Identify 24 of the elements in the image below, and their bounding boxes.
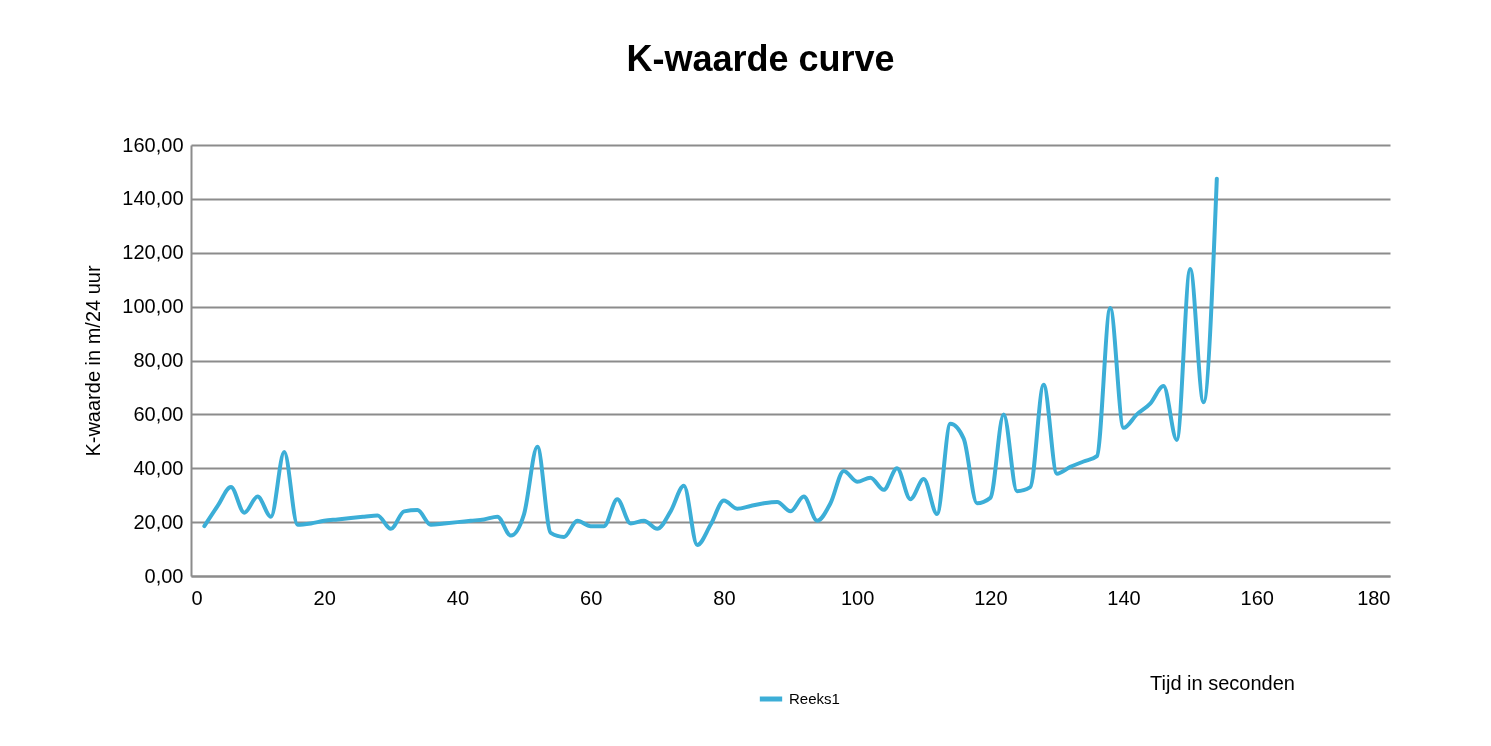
y-tick-label: 140,00 xyxy=(122,187,184,210)
x-tick-label: 100 xyxy=(840,586,875,609)
legend-label: Reeks1 xyxy=(789,690,840,707)
x-tick-label: 160 xyxy=(1240,586,1274,609)
x-tick-label: 120 xyxy=(974,586,1008,609)
y-tick-label: 60,00 xyxy=(133,402,184,425)
y-axis-title: K-waarde in m/24 uur xyxy=(82,265,105,457)
line-series xyxy=(202,176,1219,548)
chart-title: K-waarde curve xyxy=(626,38,895,79)
x-tick-label: 80 xyxy=(713,586,736,609)
x-axis-title: Tijd in seconden xyxy=(1150,671,1295,694)
y-tick-label: 160,00 xyxy=(122,133,184,156)
x-tick-label: 60 xyxy=(580,586,603,609)
x-tick-label: 40 xyxy=(446,586,470,609)
y-tick-label: 100,00 xyxy=(122,295,184,318)
y-tick-label: 120,00 xyxy=(122,241,184,264)
x-tick-label: 0 xyxy=(191,586,203,609)
y-tick-label: 40,00 xyxy=(133,456,184,479)
x-tick-label: 140 xyxy=(1107,586,1141,609)
y-tick-label: 0,00 xyxy=(144,564,184,587)
x-tick-label: 20 xyxy=(313,586,336,609)
y-tick-label: 80,00 xyxy=(133,349,184,371)
x-tick-label: 180 xyxy=(1357,586,1391,609)
y-tick-label: 20,00 xyxy=(133,510,184,533)
